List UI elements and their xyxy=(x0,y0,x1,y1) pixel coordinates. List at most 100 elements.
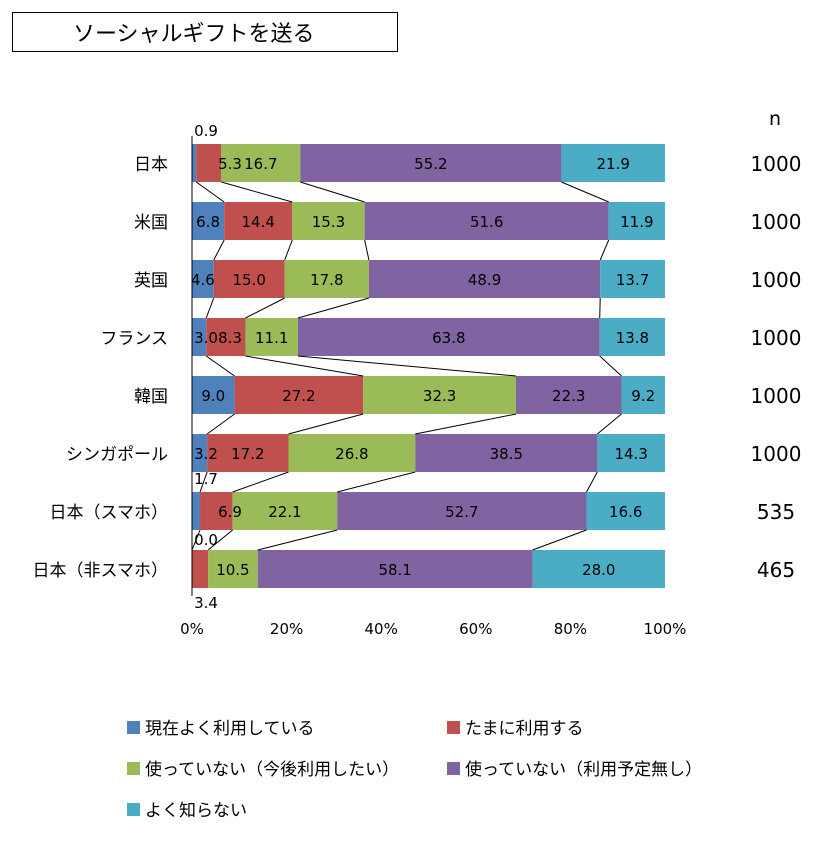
n-value: 1000 xyxy=(751,326,802,350)
data-label: 0.0 xyxy=(194,531,218,549)
bar-segment xyxy=(415,434,598,472)
data-label: 16.7 xyxy=(244,155,277,173)
data-label: 10.5 xyxy=(216,561,249,579)
x-tick-label: 40% xyxy=(365,620,398,638)
n-value: 1000 xyxy=(751,268,802,292)
category-label: 日本（スマホ） xyxy=(50,503,169,523)
data-label: 9.0 xyxy=(201,387,225,405)
bar-segment xyxy=(297,318,600,356)
n-value: 535 xyxy=(757,500,795,524)
data-label: 1.7 xyxy=(194,470,218,488)
legend-label: たまに利用する xyxy=(465,719,584,739)
legend-label: 使っていない（今後利用したい） xyxy=(145,759,399,780)
series-line xyxy=(199,471,208,493)
data-label: 55.2 xyxy=(414,155,447,173)
data-label: 6.9 xyxy=(218,503,242,521)
bar-segment xyxy=(234,376,364,414)
series-line xyxy=(364,239,370,261)
data-label: 28.0 xyxy=(582,561,615,579)
data-label: 3.2 xyxy=(194,445,218,463)
data-label: 15.0 xyxy=(233,271,266,289)
series-line xyxy=(232,471,289,493)
series-line xyxy=(213,239,225,261)
bar-segment xyxy=(206,318,246,356)
bar-segment xyxy=(257,550,533,588)
data-label: 13.7 xyxy=(616,271,649,289)
bar-segment xyxy=(208,550,258,588)
category-label: 米国 xyxy=(134,213,168,233)
x-tick-label: 100% xyxy=(644,620,687,638)
series-line xyxy=(337,471,416,493)
bar-segment xyxy=(213,260,285,298)
bar-segment xyxy=(561,144,665,182)
data-label: 22.1 xyxy=(268,503,301,521)
series-line xyxy=(599,355,622,377)
bar-segment xyxy=(245,318,298,356)
data-label: 26.8 xyxy=(335,445,368,463)
data-label: 22.3 xyxy=(552,387,585,405)
category-label: 韓国 xyxy=(134,387,168,407)
data-label: 11.1 xyxy=(255,329,288,347)
legend-swatch xyxy=(447,721,460,734)
chart-title-box: ソーシャルギフトを送る xyxy=(12,12,398,52)
data-label: 13.8 xyxy=(616,329,649,347)
series-line xyxy=(561,181,609,203)
n-value: 465 xyxy=(757,558,795,582)
bar-segment xyxy=(532,550,665,588)
category-label: フランス xyxy=(100,329,168,349)
category-label: 英国 xyxy=(134,271,168,291)
series-line xyxy=(205,355,235,377)
bar-segment xyxy=(207,434,289,472)
data-label: 15.3 xyxy=(312,213,345,231)
series-line xyxy=(300,181,365,203)
data-label: 8.3 xyxy=(218,329,242,347)
data-label: 3.0 xyxy=(194,329,218,347)
data-label: 0.9 xyxy=(194,122,218,140)
bar-segment xyxy=(300,144,562,182)
data-label: 32.3 xyxy=(423,387,456,405)
legend-label: 現在よく利用している xyxy=(145,719,315,739)
legend-swatch xyxy=(127,803,140,816)
series-line xyxy=(415,413,517,435)
data-label: 6.8 xyxy=(196,213,220,231)
series-line xyxy=(297,297,370,319)
legend-label: 使っていない（利用予定無し） xyxy=(465,759,702,780)
data-label: 14.4 xyxy=(242,213,275,231)
n-value: 1000 xyxy=(751,384,802,408)
series-line xyxy=(597,413,622,435)
bar-segment xyxy=(516,376,622,414)
data-label: 3.4 xyxy=(194,594,218,612)
series-line xyxy=(205,297,215,319)
bar-segment xyxy=(221,144,301,182)
bar-segment xyxy=(192,202,225,240)
series-line xyxy=(195,181,225,203)
series-line xyxy=(297,355,517,377)
series-line xyxy=(586,471,598,493)
data-label: 58.1 xyxy=(378,561,411,579)
category-label: シンガポール xyxy=(66,445,168,465)
bar-segment xyxy=(599,318,665,356)
n-value: 1000 xyxy=(751,152,802,176)
data-label: 51.6 xyxy=(470,213,503,231)
series-line xyxy=(284,239,293,261)
data-label: 27.2 xyxy=(282,387,315,405)
bar-segment xyxy=(192,376,235,414)
bar-segment xyxy=(288,434,416,472)
data-label: 9.2 xyxy=(631,387,655,405)
data-label: 5.3 xyxy=(218,155,242,173)
legend-label: よく知らない xyxy=(145,801,247,821)
data-label: 38.5 xyxy=(490,445,523,463)
series-line xyxy=(257,529,338,551)
series-line xyxy=(207,529,233,551)
data-label: 16.6 xyxy=(609,503,642,521)
bar-segment xyxy=(608,202,665,240)
data-label: 63.8 xyxy=(432,329,465,347)
category-label: 日本 xyxy=(134,155,168,175)
bar-segment xyxy=(586,492,665,530)
series-line xyxy=(191,529,201,551)
bar-segment xyxy=(192,144,197,182)
bar-segment xyxy=(232,492,338,530)
bar-segment xyxy=(192,492,201,530)
data-label: 4.6 xyxy=(191,271,215,289)
category-label: 日本（非スマホ） xyxy=(33,561,169,581)
